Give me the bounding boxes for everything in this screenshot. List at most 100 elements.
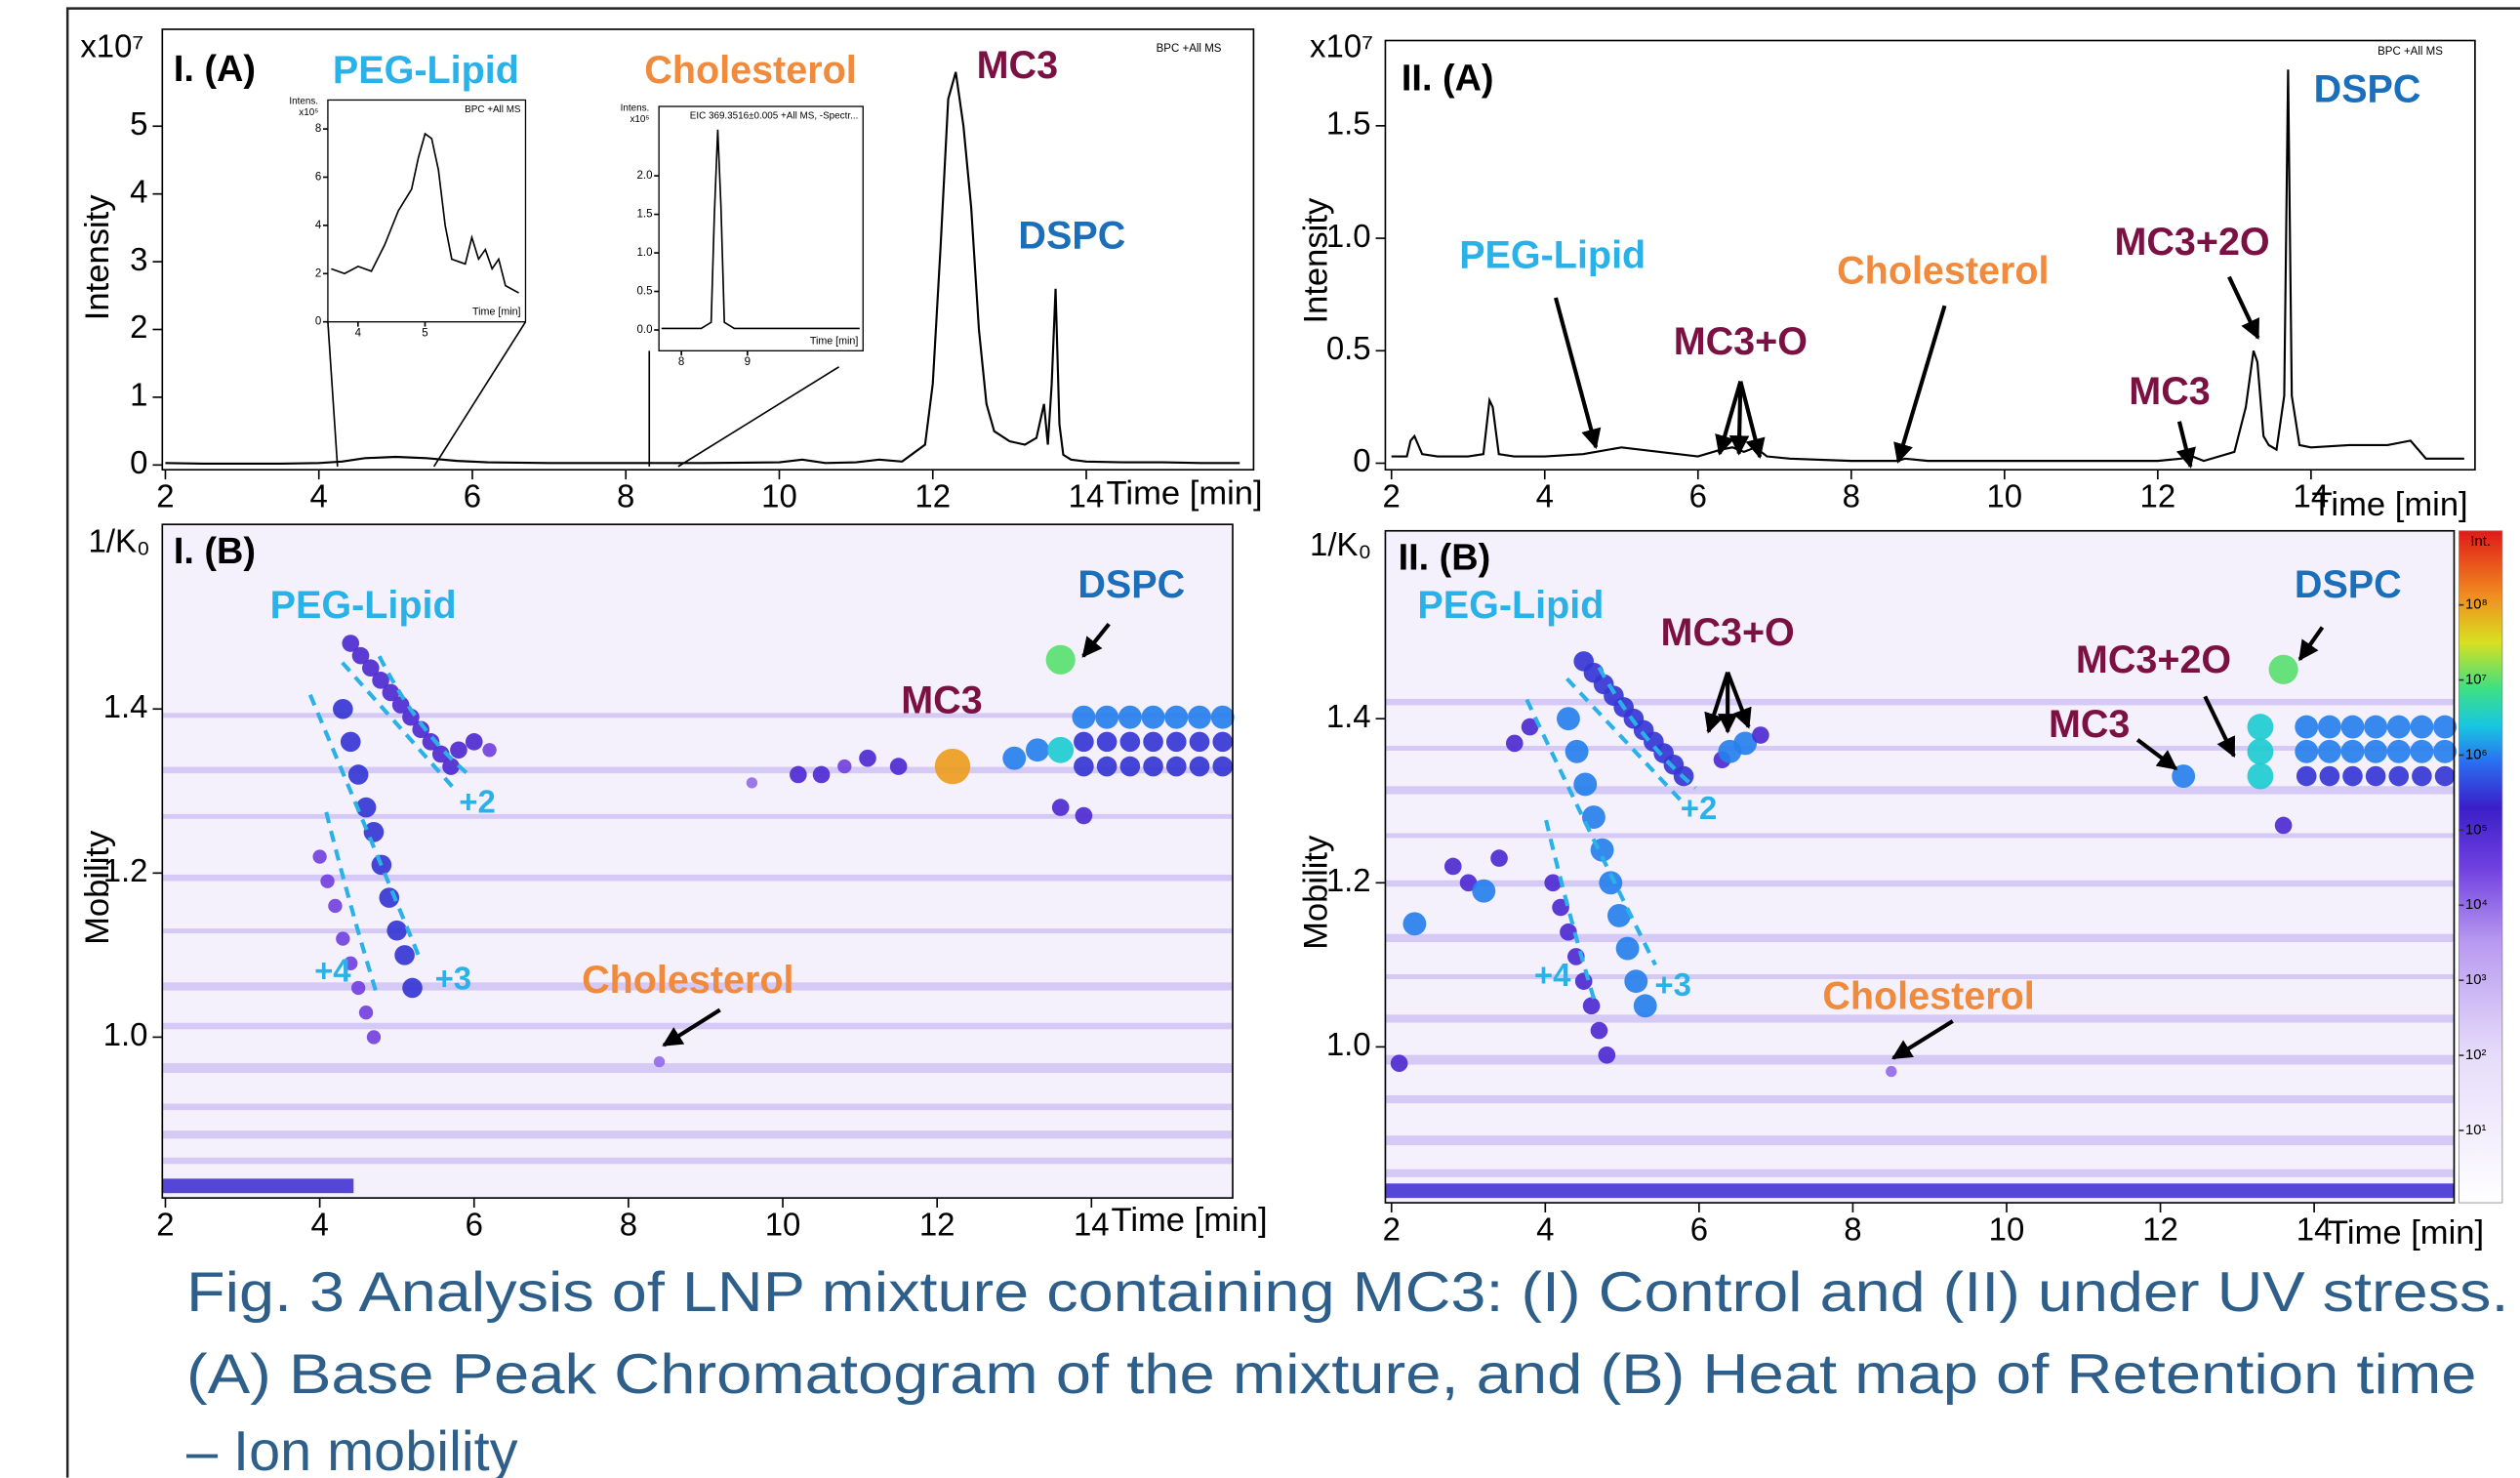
x-tick-label: 9 [745,356,751,368]
y-axis-label: Mobility [1297,835,1334,950]
y-tick-label: 1 [130,377,147,413]
x-axis-label: Time [min] [1111,1202,1267,1239]
heatmap-spot [1119,731,1141,753]
connector [432,321,527,468]
arrow [1704,672,1730,734]
annotation: MC3+O [1674,320,1808,363]
y-unit: x10⁵ [630,114,649,125]
trace [331,132,519,294]
heatmap-band [162,1103,1234,1111]
arrow [2297,626,2325,662]
y-axis-label: Intens. [621,103,650,113]
y-tick-label: 0.0 [637,324,653,336]
x-tick-label: 6 [1689,478,1707,514]
y-axis-label: Intens. [289,97,318,107]
heatmap-spot [422,733,440,751]
heatmap-spot [1390,1054,1408,1073]
y-tick-label: 5 [130,105,147,142]
x-tick-label: 2 [1383,1211,1401,1247]
heatmap-spot [450,741,467,760]
annotation: DSPC [1018,214,1125,257]
annotation: DSPC [2295,563,2402,606]
arrow [1081,622,1111,658]
x-axis-label: Time [min] [810,335,859,347]
heatmap-spot [1096,756,1118,777]
x-axis-label: Time [min] [1107,475,1263,513]
colorbar-tick-label: 10⁷ [2465,672,2487,687]
arrow [1554,297,1602,450]
heatmap-spot [363,822,385,842]
annotation: Cholesterol [1837,250,2049,293]
heatmap-spot [1143,731,1163,753]
annotation: PEG-Lipid [1417,584,1604,627]
heatmap-band [1385,1183,2455,1199]
heatmap-spot [2364,739,2388,763]
heatmap-spot [1141,705,1165,729]
x-tick-label: 4 [355,327,362,339]
annotation: MC3 [2049,703,2130,746]
colorbar [2459,530,2503,1204]
colorbar-tick-label: 10⁸ [2465,597,2488,613]
heatmap-spot [340,731,361,753]
heatmap-spot [1752,726,1769,744]
colorbar-tick-label: 10³ [2465,972,2486,988]
heatmap-spot [2247,714,2274,741]
x-axis-label: Time [min] [2328,1214,2484,1252]
heatmap-spot [1075,806,1093,825]
heatmap-spot [812,765,831,784]
heatmap-spot [333,698,353,719]
y-tick-label: 1.0 [103,1016,148,1052]
annotation: MC3 [2129,370,2210,413]
heatmap-spot [837,759,852,774]
arrow [1738,381,1766,460]
heatmap-spot [1164,705,1189,729]
annotation: +4 [1534,957,1571,993]
heatmap-spot [2295,715,2319,739]
x-tick-label: 12 [2140,478,2176,514]
heatmap-spot [2412,765,2432,787]
y-axis-label: Mobility [79,830,116,945]
heatmap-spot [1443,857,1462,876]
arrow [2203,695,2236,759]
heatmap-spot [1212,756,1234,777]
heatmap-spot [1096,731,1118,753]
colorbar-label: Int. [2470,534,2491,550]
arrow [2135,738,2178,771]
guide [1544,819,1597,1002]
heatmap-spot [351,646,370,665]
caption-line: Fig. 3 Analysis of LNP mixture containin… [186,1261,2508,1324]
heatmap-spot [2340,739,2365,763]
colorbar-tick-label: 10⁶ [2465,747,2488,762]
heatmap-band [1385,1094,2455,1104]
y-tick-label: 0.5 [637,286,653,298]
heatmap-spot [1598,1046,1616,1064]
panel-title: I. (A) [174,49,256,90]
heatmap-spot [2410,715,2434,739]
heatmap-spot [482,743,497,758]
x-tick-label: 12 [919,1206,955,1242]
x-tick-label: 8 [1844,1211,1861,1247]
x-tick-label: 10 [765,1206,801,1242]
heatmap-spot [1165,731,1187,753]
heatmap-spot [442,758,460,775]
x-axis-label: Time [min] [2312,486,2468,523]
x-tick-label: 8 [1843,478,1860,514]
colorbar-tick-label: 10⁵ [2465,822,2488,838]
annotation: PEG-Lipid [270,584,457,627]
y-tick-label: 0 [315,316,321,328]
heatmap-spot [2365,765,2386,787]
x-tick-label: 14 [1074,1206,1110,1242]
annotation: DSPC [2314,68,2421,111]
heatmap-spot [1544,874,1562,892]
y-tick-label: 1.5 [637,209,653,221]
heatmap-band [1385,1014,2455,1023]
note: BPC +All MS [2378,46,2443,58]
x-tick-label: 5 [422,327,427,339]
x-tick-label: 4 [310,1206,328,1242]
x-tick-label: 2 [156,478,174,514]
heatmap-spot [1002,746,1027,770]
heatmap-spot [1582,997,1601,1015]
x-tick-label: 2 [156,1206,174,1242]
